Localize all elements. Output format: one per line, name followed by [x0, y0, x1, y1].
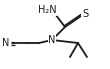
Text: N: N — [48, 35, 56, 45]
Text: S: S — [82, 9, 88, 19]
Text: N: N — [2, 38, 10, 48]
Text: H₂N: H₂N — [38, 5, 56, 15]
